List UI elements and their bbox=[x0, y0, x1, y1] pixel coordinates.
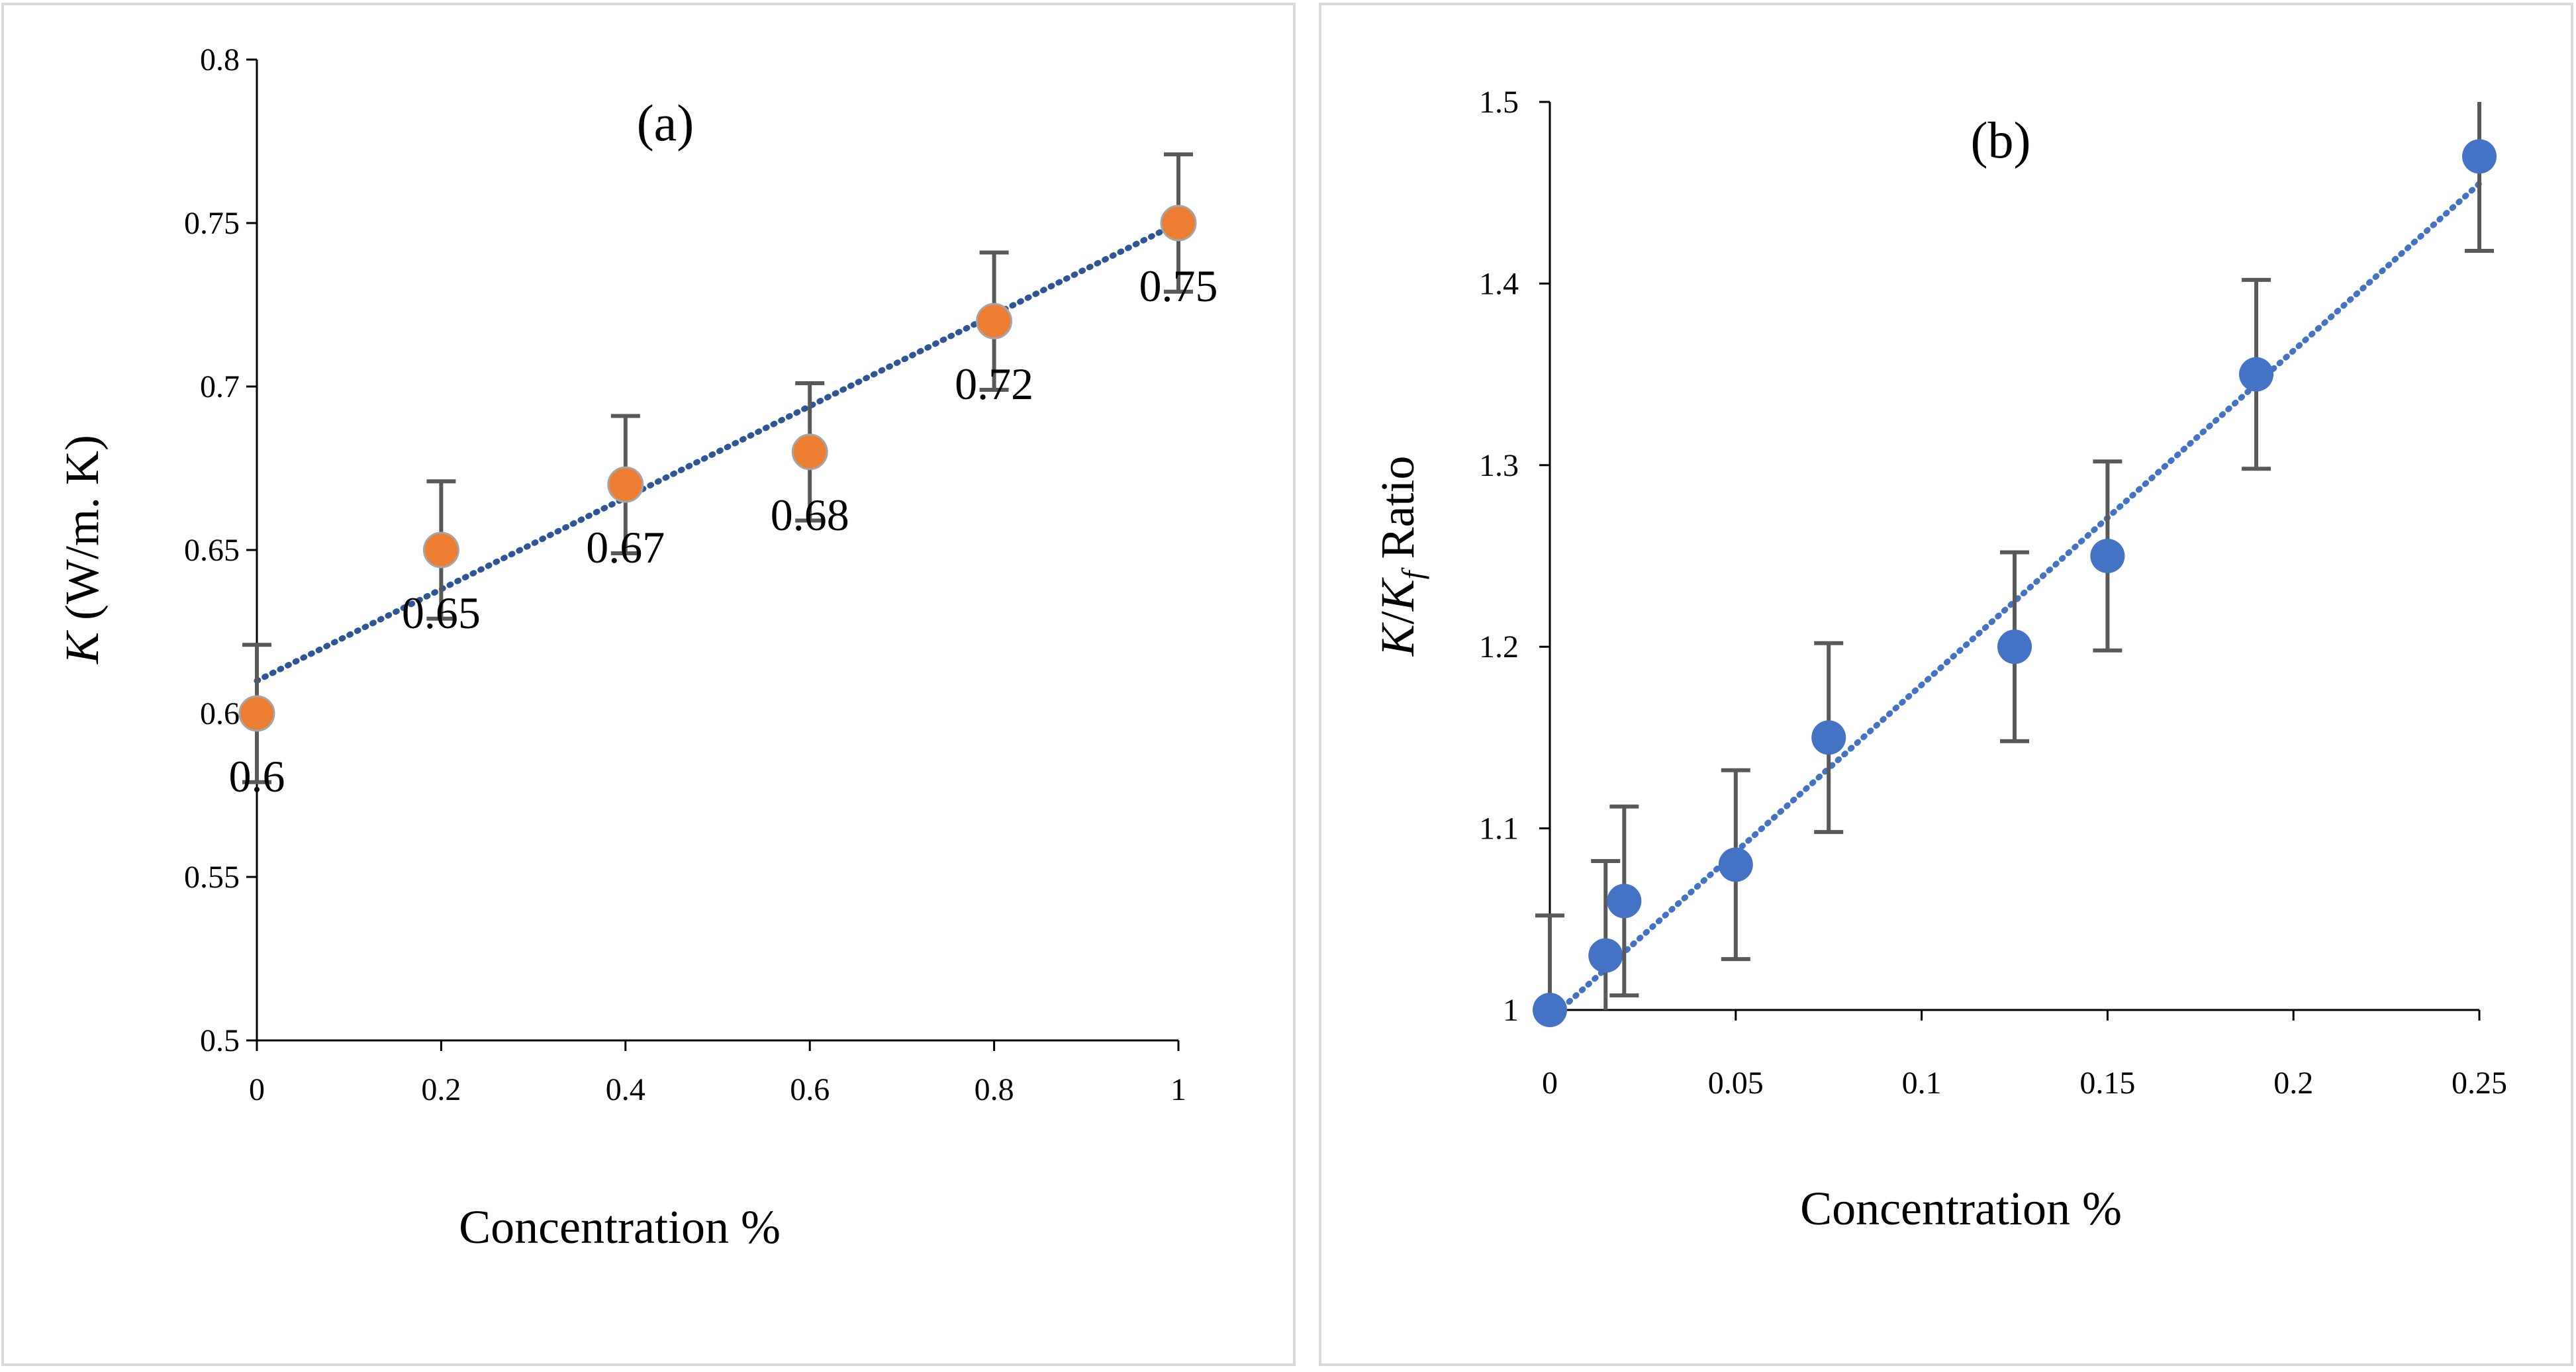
panel-b-data-point bbox=[2090, 539, 2125, 573]
panel-a-y-tick-label: 0.7 bbox=[200, 369, 240, 404]
panel-a-data-point bbox=[976, 302, 1013, 340]
panel-a-x-tick-label: 1 bbox=[1170, 1072, 1186, 1107]
panel-a-data-point bbox=[238, 695, 275, 732]
panel-a-data-point bbox=[791, 434, 828, 471]
panel-a-y-tick-label: 0.5 bbox=[200, 1023, 240, 1058]
panel-a-x-tick-label: 0 bbox=[249, 1072, 265, 1107]
panel-a-data-point bbox=[1160, 205, 1197, 242]
panel-a-x-tick-label: 0.2 bbox=[421, 1072, 461, 1107]
panel-a-y-tick-label: 0.6 bbox=[200, 696, 240, 731]
panel-a-x-tick-label: 0.4 bbox=[606, 1072, 645, 1107]
panel-b-x-axis-title: Concentration % bbox=[1800, 1182, 2122, 1235]
panel-b-data-point bbox=[1533, 993, 1567, 1027]
panel-a-y-tick-label: 0.8 bbox=[200, 42, 240, 77]
panel-b-border bbox=[1319, 3, 2573, 1366]
panel-b-y-tick-label: 1.4 bbox=[1479, 266, 1519, 301]
chart-panel-a: 0.5 0.55 0.6 0.65 0.7 0.75 0.8 0 0.2 0.4 0.6 0.8 1 0.… bbox=[1, 3, 1296, 1366]
panel-b-y-tick-label: 1.1 bbox=[1479, 811, 1519, 846]
panel-a-marks: 0.5 0.55 0.6 0.65 0.7 0.75 0.8 0 0.2 0.4 0.6 0.8 1 0.… bbox=[184, 42, 1218, 1107]
panel-b-y-tick-label: 1.3 bbox=[1479, 448, 1519, 483]
panel-b-data-point bbox=[2462, 139, 2497, 174]
panel-b-x-tick-label: 0.05 bbox=[1708, 1066, 1764, 1101]
panel-b-y-axis-title-slash: / bbox=[1371, 611, 1424, 624]
panel-b-y-axis-title: K/Kf Ratio bbox=[1371, 456, 1429, 657]
panel-b-data-point bbox=[2239, 357, 2274, 392]
panel-a-x-tick-label: 0.8 bbox=[975, 1072, 1014, 1107]
panel-a-x-axis-title: Concentration % bbox=[459, 1201, 781, 1254]
panel-a-x-tick-label: 0.6 bbox=[790, 1072, 830, 1107]
panel-a-y-axis-title-symbol: K bbox=[56, 629, 109, 664]
panel-b-data-point bbox=[1607, 884, 1642, 919]
panel-b-marks: 1 1.1 1.2 1.3 1.4 1.5 0 0.05 0.1 0.15 0.2 0.25 bbox=[1479, 85, 2507, 1101]
panel-b-x-tick-label: 0 bbox=[1542, 1066, 1558, 1101]
panel-a-data-label: 0.65 bbox=[402, 588, 481, 638]
panel-b-x-tick-label: 0.15 bbox=[2079, 1066, 2135, 1101]
panel-b-x-tick-label: 0.25 bbox=[2452, 1066, 2507, 1101]
panel-b-y-axis-title-ratio: Ratio bbox=[1371, 456, 1424, 571]
panel-a-data-label: 0.68 bbox=[771, 490, 849, 540]
panel-b-label: (b) bbox=[1971, 111, 2031, 169]
panel-b-x-tick-label: 0.1 bbox=[1902, 1066, 1942, 1101]
panel-a-y-tick-label: 0.55 bbox=[184, 860, 240, 895]
panel-a-y-axis-title: K (W/m. K) bbox=[56, 435, 109, 664]
panel-a-trendline bbox=[254, 220, 1182, 684]
panel-a-y-tick-label: 0.75 bbox=[184, 206, 240, 241]
panel-b-y-tick-label: 1.2 bbox=[1479, 629, 1519, 664]
panel-b-y-axis-title-kf: K bbox=[1371, 576, 1424, 612]
panel-a-data-label: 0.6 bbox=[229, 751, 285, 801]
panel-a-label: (a) bbox=[637, 94, 694, 152]
panel-a-data-label: 0.75 bbox=[1139, 261, 1218, 311]
panel-b-data-point bbox=[1718, 847, 1753, 882]
panel-a-data-point bbox=[422, 531, 459, 569]
panel-b-y-tick-label: 1.5 bbox=[1479, 85, 1519, 120]
panel-a-data-point bbox=[607, 466, 644, 503]
panel-b-y-axis-title-k: K bbox=[1371, 621, 1424, 657]
panel-b-data-point bbox=[1588, 938, 1623, 973]
panel-a-border bbox=[1, 3, 1296, 1366]
panel-b-y-tick-label: 1 bbox=[1503, 993, 1519, 1028]
panel-b-data-point bbox=[1997, 629, 2032, 664]
panel-b-data-point bbox=[1811, 720, 1846, 755]
panel-a-data-label: 0.67 bbox=[586, 522, 665, 572]
chart-panel-b: 11.11.21.31.41.50 0.05 0.1 0.15 0.2 0.25 (b) … bbox=[1319, 3, 2573, 1366]
panel-b-x-tick-label: 0.2 bbox=[2273, 1066, 2313, 1101]
panel-b-trendline bbox=[1547, 180, 2483, 1023]
panel-a-y-axis-title-unit: (W/m. K) bbox=[56, 435, 109, 632]
panel-a-y-tick-label: 0.65 bbox=[184, 533, 240, 568]
panel-a-data-label: 0.72 bbox=[955, 359, 1033, 409]
